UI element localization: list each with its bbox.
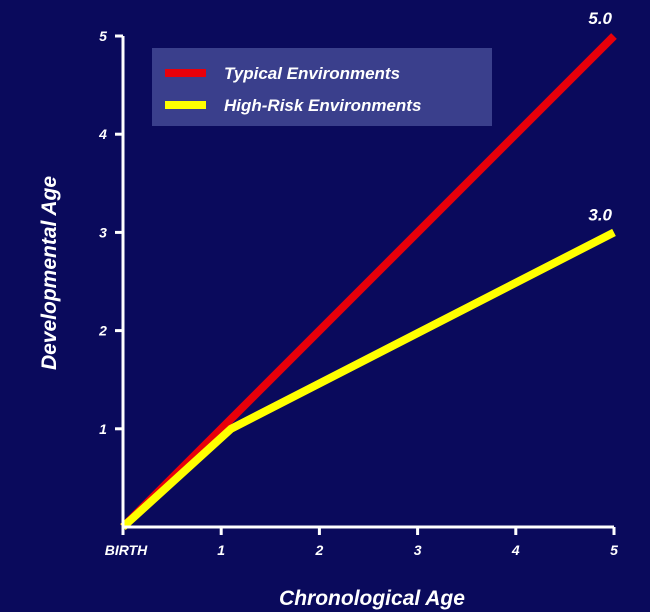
series-end-label-1: 5.0 bbox=[588, 9, 612, 28]
y-tick-label: 2 bbox=[98, 323, 107, 339]
series-line-2 bbox=[120, 228, 616, 530]
y-axis-title: Developmental Age bbox=[38, 176, 61, 370]
x-tick-label: 2 bbox=[315, 542, 324, 558]
axes: BIRTH 1 2 3 4 5 1 2 3 4 5 bbox=[98, 28, 618, 558]
x-tick-label: 3 bbox=[414, 542, 422, 558]
x-tick-label: 1 bbox=[217, 542, 225, 558]
y-tick-label: 4 bbox=[98, 126, 107, 142]
legend-label-2: High-Risk Environments bbox=[224, 96, 421, 115]
end-labels: 5.0 3.0 bbox=[588, 9, 612, 224]
y-tick-label: 3 bbox=[99, 224, 107, 240]
series-line-1 bbox=[120, 33, 617, 530]
legend: Typical Environments High-Risk Environmen… bbox=[152, 48, 492, 126]
legend-label-1: Typical Environments bbox=[224, 64, 400, 83]
y-tick-label: 1 bbox=[99, 421, 107, 437]
plot-lines bbox=[120, 33, 617, 530]
x-tick-label: BIRTH bbox=[105, 542, 148, 558]
x-tick-label: 4 bbox=[511, 542, 520, 558]
legend-box bbox=[152, 48, 492, 126]
y-tick-label: 5 bbox=[99, 28, 107, 44]
x-tick-label: 5 bbox=[610, 542, 618, 558]
series-end-label-2: 3.0 bbox=[588, 205, 612, 224]
x-axis-title: Chronological Age bbox=[279, 587, 465, 610]
